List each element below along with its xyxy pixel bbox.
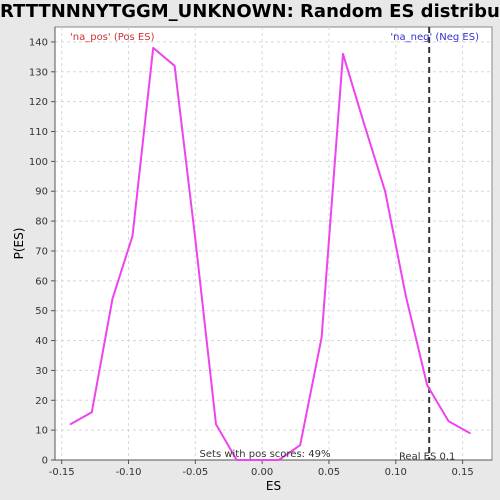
- y-tick-label: 0: [42, 456, 48, 467]
- pos-scores-note: Sets with pos scores: 49%: [200, 449, 331, 460]
- chart-title: RTTTNNNYTGGM_UNKNOWN: Random ES distribu…: [0, 1, 500, 22]
- legend-pos-label: 'na_pos' (Pos ES): [70, 32, 155, 43]
- y-tick-label: 40: [35, 336, 48, 347]
- real-es-label: Real ES 0.1: [399, 452, 455, 463]
- x-axis-label: ES: [266, 479, 281, 493]
- x-tick-label: 0.15: [451, 467, 473, 478]
- y-tick-label: 50: [35, 306, 48, 317]
- x-tick-label: -0.10: [116, 467, 142, 478]
- y-tick-label: 10: [35, 426, 48, 437]
- data-point: [215, 423, 217, 425]
- data-point: [342, 53, 344, 55]
- y-tick-label: 20: [35, 396, 48, 407]
- data-point: [90, 411, 93, 414]
- y-tick-label: 70: [35, 246, 48, 257]
- data-point: [194, 238, 197, 240]
- plot-area: [54, 26, 493, 461]
- data-point: [235, 459, 238, 461]
- y-tick-label: 130: [29, 67, 48, 78]
- y-tick-label: 120: [29, 97, 48, 108]
- x-tick-label: -0.15: [49, 467, 75, 478]
- y-tick-label: 30: [35, 366, 48, 377]
- data-point: [405, 294, 407, 297]
- y-axis-label: P(ES): [12, 228, 26, 260]
- data-point: [469, 432, 471, 434]
- data-point: [152, 47, 155, 49]
- y-tick-label: 140: [29, 37, 48, 48]
- y-tick-label: 90: [35, 187, 48, 198]
- x-tick-label: 0.10: [385, 467, 407, 478]
- y-tick-label: 80: [35, 217, 48, 228]
- x-tick-label: -0.05: [182, 467, 208, 478]
- data-point: [256, 459, 259, 461]
- y-tick-label: 60: [35, 276, 48, 287]
- data-point: [320, 336, 323, 339]
- data-point: [362, 121, 365, 124]
- data-point: [131, 235, 134, 237]
- x-tick-label: 0.05: [318, 467, 340, 478]
- data-point: [299, 444, 302, 446]
- y-tick-label: 100: [29, 157, 48, 168]
- data-point: [69, 423, 72, 425]
- legend-neg-label: 'na_neg' (Neg ES): [390, 32, 479, 43]
- data-point: [173, 65, 176, 67]
- y-tick-label: 110: [29, 127, 48, 138]
- data-point: [447, 420, 450, 422]
- data-point: [278, 459, 280, 461]
- x-tick-label: 0.00: [251, 467, 273, 478]
- data-point: [384, 190, 386, 193]
- data-point: [426, 384, 428, 387]
- data-point: [111, 297, 114, 300]
- series-line: [69, 46, 471, 461]
